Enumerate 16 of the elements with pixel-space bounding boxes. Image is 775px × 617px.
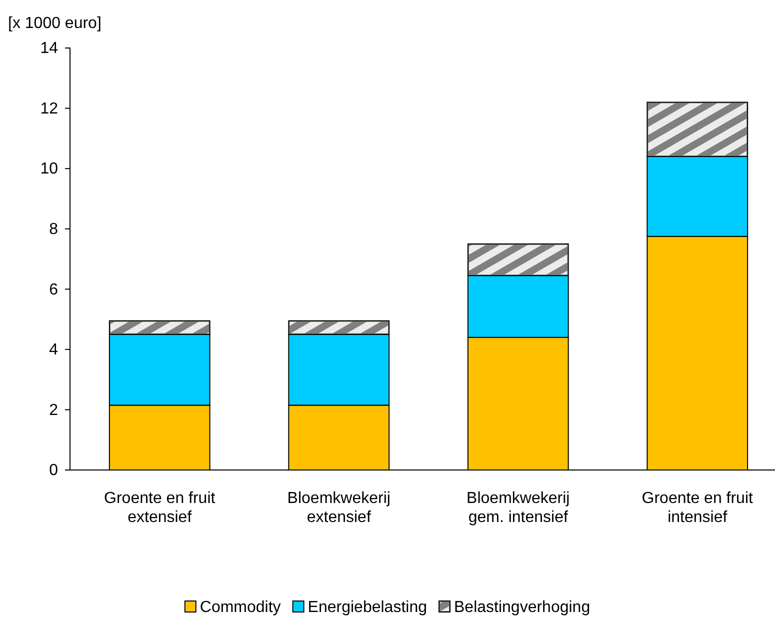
y-tick-label: 4 [49, 342, 58, 359]
y-tick-label: 12 [40, 100, 58, 118]
y-tick-label: 8 [49, 220, 58, 238]
y-tick-label: 0 [49, 462, 58, 480]
x-tick-label: Groente en fruit extensief [104, 490, 216, 526]
y-tick-label: 6 [49, 281, 58, 298]
y-tick-label: 10 [40, 160, 58, 178]
legend-label: Energiebelasting [308, 599, 428, 616]
legend-label: Belastingverhoging [454, 599, 590, 616]
x-tick-label: Bloemkwekerij gem. intensief [466, 490, 570, 526]
y-tick-label: 2 [49, 402, 58, 419]
x-tick-label: Bloemkwekerij extensief [287, 490, 390, 526]
legend-label: Commodity [200, 599, 281, 616]
y-tick-label: 14 [40, 40, 58, 58]
x-tick-label: Groente en fruit intensief [642, 490, 754, 526]
y-axis-title: [x 1000 euro] [8, 15, 102, 32]
